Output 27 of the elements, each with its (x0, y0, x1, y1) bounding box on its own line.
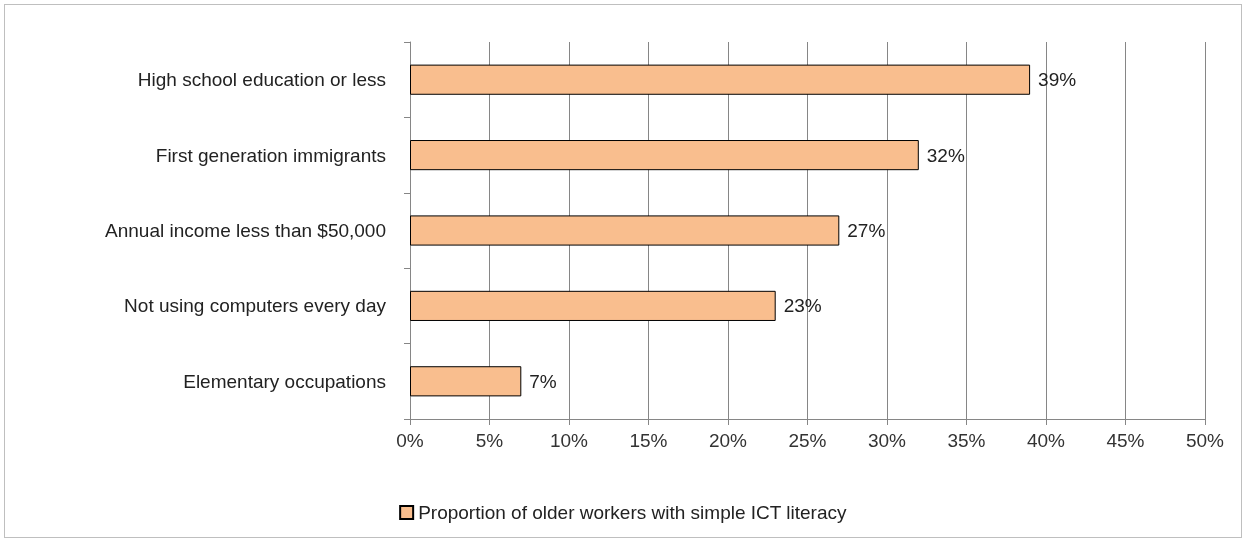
x-tick-label: 30% (867, 430, 907, 451)
x-tick-label: 40% (1026, 430, 1066, 451)
x-tick-label: 0% (396, 430, 424, 451)
x-tick-label: 20% (708, 430, 748, 451)
x-tick-label: 5% (475, 430, 504, 451)
bar (410, 366, 522, 397)
x-tick-label: 50% (1185, 430, 1225, 451)
bar (410, 140, 919, 171)
data-label: 32% (926, 144, 965, 166)
x-tick-label: 10% (549, 430, 589, 451)
y-tick-label: Annual income less than $50,000 (105, 220, 386, 241)
x-tick-label: 25% (788, 430, 827, 451)
y-tick-label: Not using computers every day (124, 295, 387, 317)
bar (410, 64, 1031, 95)
bar (410, 215, 840, 246)
legend-label: Proportion of older workers with simple ICT literacy (418, 502, 848, 523)
data-label: 23% (783, 295, 822, 317)
y-tick-label: First generation immigrants (155, 144, 386, 166)
bar (410, 290, 776, 321)
y-tick-label: High school education or less (137, 69, 386, 91)
x-tick-label: 35% (947, 430, 986, 451)
data-label: 39% (1038, 69, 1077, 91)
x-tick-label: 15% (629, 430, 668, 451)
y-tick-label: Elementary occupations (183, 370, 386, 392)
data-label: 7% (529, 370, 557, 392)
x-tick-label: 45% (1106, 430, 1145, 451)
data-label: 27% (847, 220, 886, 241)
